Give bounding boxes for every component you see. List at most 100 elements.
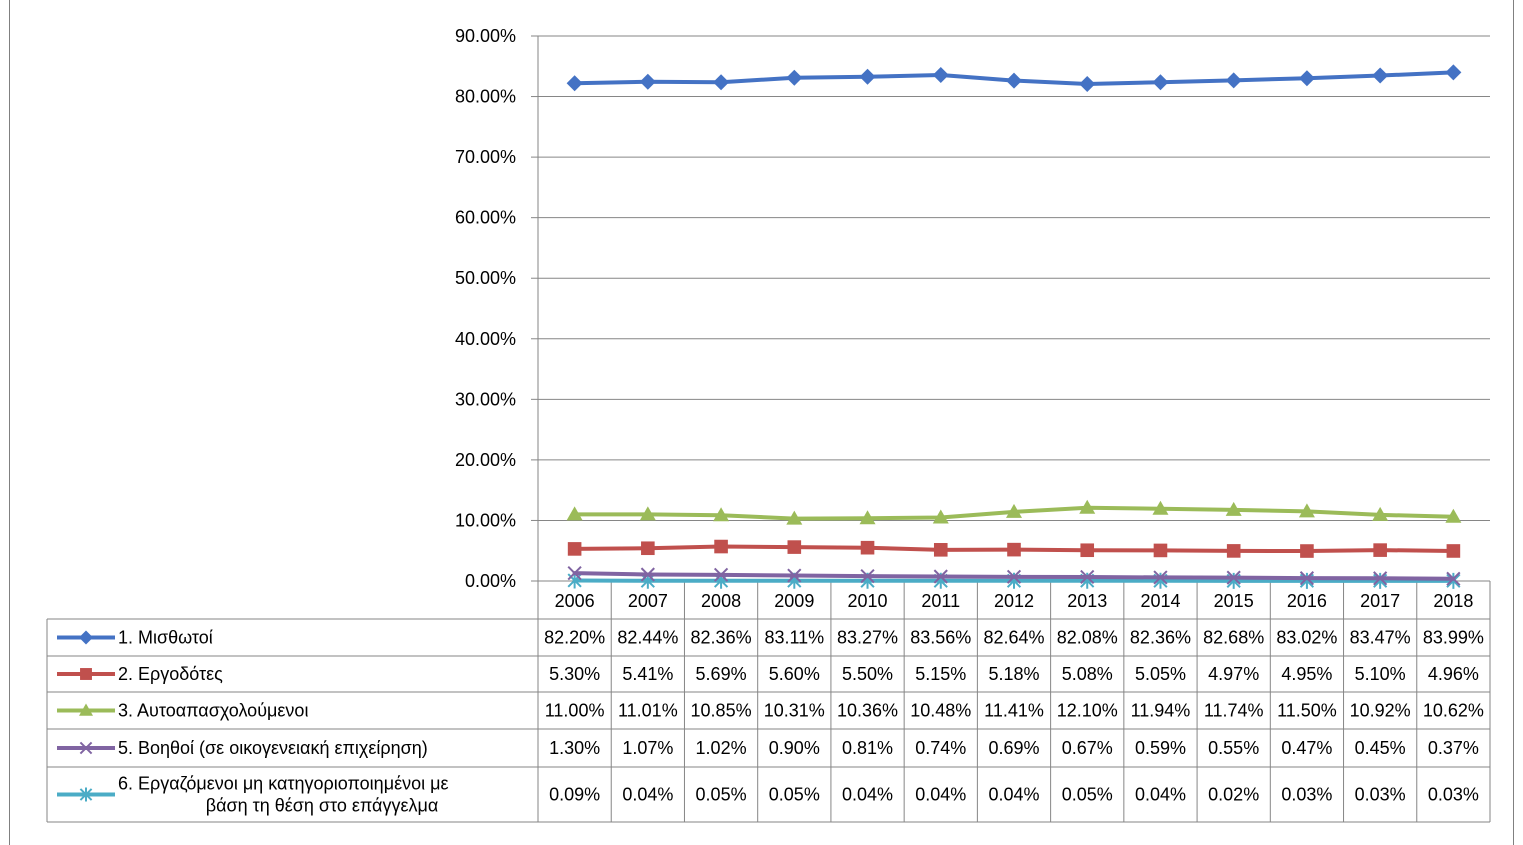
data-cell-label: 5.69% — [696, 664, 747, 684]
data-point — [567, 566, 582, 581]
data-cell-label: 83.02% — [1276, 628, 1337, 648]
data-cell-label: 82.68% — [1203, 628, 1264, 648]
data-point — [859, 68, 876, 85]
data-cell-label: 11.01% — [618, 701, 678, 721]
data-point — [1225, 501, 1242, 516]
data-cell-label: 0.04% — [988, 785, 1039, 805]
chart-frame — [9, 0, 1514, 845]
data-cell-label: 5.50% — [842, 664, 893, 684]
data-cell-label: 0.55% — [1208, 738, 1259, 758]
data-point — [639, 73, 656, 90]
data-cell-label: 10.92% — [1350, 701, 1411, 721]
data-point — [787, 568, 802, 583]
data-point — [641, 541, 655, 556]
data-point — [1298, 503, 1315, 518]
data-point — [1372, 506, 1389, 521]
x-category-label: 2017 — [1360, 591, 1400, 611]
data-point — [639, 506, 656, 521]
data-cell-label: 5.30% — [549, 664, 600, 684]
data-point — [566, 75, 583, 92]
data-point — [1446, 571, 1461, 586]
data-point — [640, 567, 655, 582]
data-table: 2006 2007 2008 2009 2010 2011 2012 2013 2014 2015… — [46, 580, 1491, 823]
data-point — [1300, 544, 1314, 558]
data-cell-label: 5.15% — [915, 664, 966, 684]
data-cell-label: 82.36% — [1130, 628, 1191, 648]
data-cell-label: 5.60% — [769, 664, 820, 684]
y-tick-label: 30.00% — [455, 389, 516, 409]
data-cell-label: 12.10% — [1057, 701, 1118, 721]
data-cell-label: 0.03% — [1281, 785, 1332, 805]
data-cell-label: 11.94% — [1131, 701, 1191, 721]
data-point — [1446, 544, 1461, 558]
data-cell-label: 5.08% — [1062, 664, 1113, 684]
data-point — [786, 510, 803, 525]
data-point — [859, 510, 876, 525]
data-cell-label: 0.37% — [1428, 738, 1479, 758]
data-cell-label: 5.18% — [988, 664, 1039, 684]
data-point — [713, 507, 730, 522]
data-point — [1079, 499, 1096, 514]
data-cell-label: 0.03% — [1428, 785, 1479, 805]
data-point — [860, 540, 875, 555]
data-cell-label: 4.96% — [1428, 664, 1479, 684]
data-cell-label: 11.00% — [545, 701, 605, 721]
data-cell-label: 0.74% — [915, 738, 966, 758]
data-cell-label: 0.05% — [769, 785, 820, 805]
data-point — [1152, 74, 1169, 91]
data-point — [1445, 64, 1462, 81]
x-category-label: 2013 — [1067, 591, 1107, 611]
x-category-label: 2016 — [1287, 591, 1327, 611]
data-point — [1226, 544, 1241, 558]
data-point — [1153, 543, 1168, 558]
y-tick-label: 50.00% — [455, 268, 516, 288]
x-category-label: 2014 — [1140, 591, 1180, 611]
data-cell-label: 82.20% — [544, 628, 605, 648]
data-cell-label: 0.05% — [1062, 785, 1113, 805]
data-point — [933, 569, 948, 584]
legend-entry-label: βάση τη θέση στο επάγγελμα — [206, 796, 439, 816]
legend-key-marker — [79, 703, 93, 716]
data-cell-label: 0.03% — [1355, 785, 1406, 805]
data-cell-label: 0.04% — [915, 785, 966, 805]
data-point — [567, 542, 582, 556]
data-point — [1006, 503, 1022, 518]
legend-key-marker — [80, 668, 92, 680]
x-category-label: 2006 — [555, 591, 595, 611]
y-axis: 0.00% 10.00% 20.00% 30.00% 40.00% 50.00% 60.00… — [455, 26, 539, 591]
data-point — [786, 69, 803, 86]
data-cell-label: 82.36% — [691, 628, 752, 648]
data-cell-label: 0.81% — [842, 738, 893, 758]
data-point — [713, 567, 729, 582]
data-cell-label: 0.59% — [1135, 738, 1186, 758]
data-cell-label: 82.64% — [983, 628, 1044, 648]
data-cell-label: 0.90% — [769, 738, 820, 758]
data-point — [713, 74, 730, 91]
data-cell-label: 11.50% — [1277, 701, 1337, 721]
data-point — [1298, 70, 1315, 87]
legend-entry-label: 1. Μισθωτοί — [118, 628, 213, 648]
data-cell-label: 0.04% — [622, 785, 673, 805]
data-point — [1373, 571, 1388, 586]
data-cell-label: 5.41% — [622, 664, 673, 684]
data-point — [932, 509, 949, 524]
data-cell-label: 1.07% — [622, 738, 673, 758]
legend-key-marker — [79, 630, 93, 645]
data-point — [566, 506, 583, 521]
data-cell-label: 1.02% — [696, 738, 747, 758]
y-tick-label: 10.00% — [455, 510, 516, 530]
data-cell-label: 1.30% — [549, 738, 600, 758]
data-point — [714, 539, 728, 554]
data-point — [1079, 75, 1096, 92]
data-cell-label: 5.05% — [1135, 664, 1186, 684]
x-category-label: 2015 — [1214, 591, 1254, 611]
x-category-label: 2011 — [921, 591, 960, 611]
data-point — [1080, 543, 1095, 558]
x-category-label: 2018 — [1433, 591, 1473, 611]
data-point — [1152, 500, 1169, 515]
data-cell-label: 5.10% — [1355, 664, 1406, 684]
data-cell-label: 0.47% — [1281, 738, 1332, 758]
data-cell-label: 0.04% — [842, 785, 893, 805]
legend-entry-label: 3. Αυτοαπασχολούμενοι — [118, 701, 308, 721]
data-point — [1225, 72, 1242, 89]
